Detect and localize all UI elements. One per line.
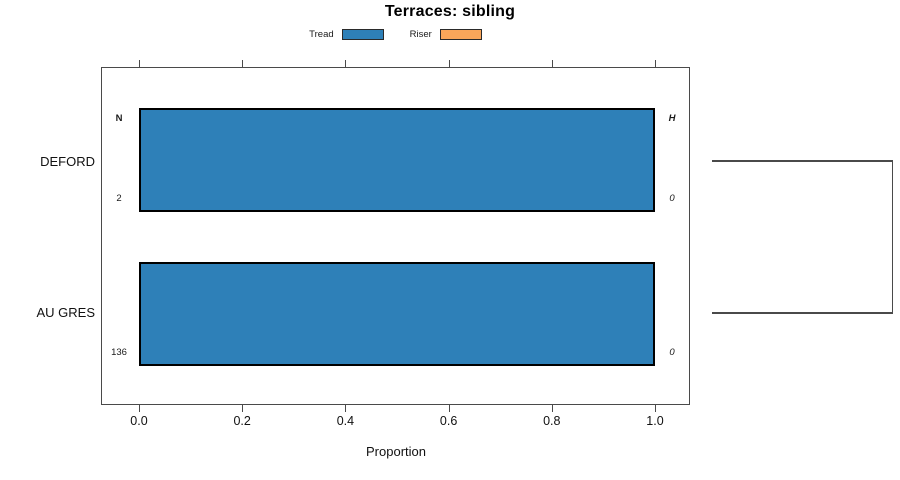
legend-item-tread: Tread — [309, 28, 384, 40]
h-value-deford: 0 — [669, 193, 675, 204]
x-tick-label: 1.0 — [646, 414, 664, 428]
bar-augres-tread — [139, 262, 655, 366]
legend-item-riser: Riser — [409, 28, 482, 40]
x-axis-tick-labels: 0.0 0.2 0.4 0.6 0.8 1.0 — [101, 414, 690, 430]
x-axis-tick-top — [139, 60, 140, 67]
n-value-augres: 136 — [111, 347, 127, 358]
x-axis-tick-bottom — [448, 405, 450, 412]
legend: Tread Riser — [101, 26, 690, 42]
h-column-header: H — [668, 113, 676, 124]
y-axis-label-deford: DEFORD — [40, 154, 95, 169]
x-tick-label: 0.4 — [336, 414, 355, 428]
legend-label-tread: Tread — [309, 28, 334, 40]
x-axis-tick-bottom — [345, 405, 347, 412]
y-axis-label-augres: AU GRES — [36, 305, 95, 320]
legend-swatch-riser — [439, 28, 482, 40]
x-axis-title: Proportion — [366, 444, 426, 459]
legend-label-riser: Riser — [409, 28, 432, 40]
n-column-header: N — [115, 113, 123, 124]
x-tick-label: 0.8 — [543, 414, 561, 428]
dendrogram-branch-top — [712, 160, 893, 162]
h-value-augres: 0 — [669, 347, 675, 358]
x-axis-tick-bottom — [139, 405, 140, 412]
x-axis-tick-top — [242, 60, 244, 67]
dendrogram-join-vertical — [891, 160, 893, 313]
x-axis-tick-top — [448, 60, 450, 67]
x-tick-label: 0.2 — [233, 414, 251, 428]
x-tick-label: 0.0 — [130, 414, 148, 428]
n-value-deford: 2 — [116, 193, 122, 204]
legend-swatch-tread — [341, 28, 384, 40]
x-axis-tick-bottom — [242, 405, 244, 412]
chart-title: Terraces: sibling — [384, 3, 516, 20]
bar-deford-tread — [139, 108, 655, 212]
x-axis-tick-bottom — [551, 405, 553, 412]
dendrogram-branch-bottom — [712, 312, 893, 314]
plot-area: N 2 136 H 0 0 — [101, 60, 690, 412]
x-tick-label: 0.6 — [439, 414, 458, 428]
x-axis-tick-top — [655, 60, 656, 67]
x-axis-tick-top — [345, 60, 347, 67]
x-axis-tick-bottom — [655, 405, 656, 412]
x-axis-tick-top — [551, 60, 553, 67]
